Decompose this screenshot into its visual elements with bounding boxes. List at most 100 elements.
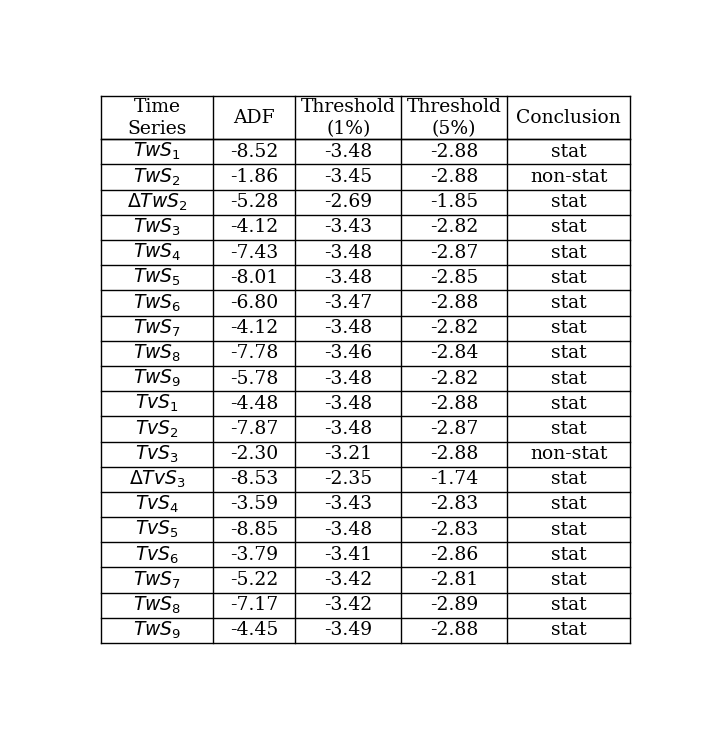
Text: -2.88: -2.88 xyxy=(430,621,478,640)
Text: stat: stat xyxy=(551,193,586,212)
Text: stat: stat xyxy=(551,520,586,539)
Text: $\mathit{TvS}_1$: $\mathit{TvS}_1$ xyxy=(136,393,179,414)
Text: $\mathit{TvS}_2$: $\mathit{TvS}_2$ xyxy=(136,418,179,439)
Text: -3.48: -3.48 xyxy=(324,520,373,539)
Text: $\mathit{TvS}_4$: $\mathit{TvS}_4$ xyxy=(135,494,179,515)
Text: -7.78: -7.78 xyxy=(230,344,278,362)
Text: -7.17: -7.17 xyxy=(230,597,278,614)
Text: -2.88: -2.88 xyxy=(430,143,478,161)
Text: -3.79: -3.79 xyxy=(230,546,278,564)
Text: stat: stat xyxy=(551,470,586,488)
Text: -2.86: -2.86 xyxy=(430,546,478,564)
Text: -8.01: -8.01 xyxy=(230,269,278,287)
Text: Threshold
(5%): Threshold (5%) xyxy=(407,97,501,138)
Text: -2.69: -2.69 xyxy=(324,193,373,212)
Text: -8.53: -8.53 xyxy=(230,470,278,488)
Text: -3.48: -3.48 xyxy=(324,269,373,287)
Text: -4.45: -4.45 xyxy=(230,621,278,640)
Text: -3.47: -3.47 xyxy=(324,294,373,312)
Text: stat: stat xyxy=(551,395,586,413)
Text: stat: stat xyxy=(551,269,586,287)
Text: stat: stat xyxy=(551,143,586,161)
Text: $\mathit{TwS}_5$: $\mathit{TwS}_5$ xyxy=(134,267,181,288)
Text: $\mathit{TwS}_3$: $\mathit{TwS}_3$ xyxy=(134,217,181,238)
Text: -3.48: -3.48 xyxy=(324,420,373,438)
Text: stat: stat xyxy=(551,344,586,362)
Text: -3.49: -3.49 xyxy=(324,621,373,640)
Text: stat: stat xyxy=(551,319,586,337)
Text: $\mathit{TvS}_5$: $\mathit{TvS}_5$ xyxy=(136,519,179,540)
Text: Time
Series: Time Series xyxy=(128,97,187,138)
Text: $\mathit{TvS}_6$: $\mathit{TvS}_6$ xyxy=(135,544,179,566)
Text: stat: stat xyxy=(551,621,586,640)
Text: -1.86: -1.86 xyxy=(230,168,278,186)
Text: -2.30: -2.30 xyxy=(230,445,278,463)
Text: -2.88: -2.88 xyxy=(430,445,478,463)
Text: -5.78: -5.78 xyxy=(230,370,278,387)
Text: -2.83: -2.83 xyxy=(430,520,478,539)
Text: -2.35: -2.35 xyxy=(324,470,373,488)
Text: Threshold
(1%): Threshold (1%) xyxy=(301,97,396,138)
Text: stat: stat xyxy=(551,420,586,438)
Text: -2.85: -2.85 xyxy=(430,269,478,287)
Text: $\mathit{TwS}_7$: $\mathit{TwS}_7$ xyxy=(134,318,181,339)
Text: stat: stat xyxy=(551,496,586,513)
Text: $\mathit{TwS}_7$: $\mathit{TwS}_7$ xyxy=(134,569,181,591)
Text: stat: stat xyxy=(551,597,586,614)
Text: non-stat: non-stat xyxy=(530,445,608,463)
Text: -1.74: -1.74 xyxy=(430,470,478,488)
Text: stat: stat xyxy=(551,218,586,236)
Text: $\Delta\mathit{TwS}_2$: $\Delta\mathit{TwS}_2$ xyxy=(127,192,188,213)
Text: -3.41: -3.41 xyxy=(324,546,373,564)
Text: -3.45: -3.45 xyxy=(324,168,373,186)
Text: -2.82: -2.82 xyxy=(430,319,478,337)
Text: stat: stat xyxy=(551,571,586,589)
Text: -3.48: -3.48 xyxy=(324,370,373,387)
Text: -5.28: -5.28 xyxy=(230,193,278,212)
Text: -3.43: -3.43 xyxy=(324,218,373,236)
Text: -7.43: -7.43 xyxy=(230,244,278,261)
Text: $\mathit{TwS}_8$: $\mathit{TwS}_8$ xyxy=(134,594,181,616)
Text: -3.48: -3.48 xyxy=(324,143,373,161)
Text: ADF: ADF xyxy=(233,109,275,127)
Text: $\mathit{TwS}_6$: $\mathit{TwS}_6$ xyxy=(134,292,181,313)
Text: non-stat: non-stat xyxy=(530,168,608,186)
Text: -3.48: -3.48 xyxy=(324,244,373,261)
Text: stat: stat xyxy=(551,244,586,261)
Text: -2.84: -2.84 xyxy=(430,344,478,362)
Text: -6.80: -6.80 xyxy=(230,294,278,312)
Text: -8.52: -8.52 xyxy=(230,143,278,161)
Text: -3.48: -3.48 xyxy=(324,319,373,337)
Text: stat: stat xyxy=(551,294,586,312)
Text: $\Delta\mathit{TvS}_3$: $\Delta\mathit{TvS}_3$ xyxy=(129,468,186,490)
Text: -2.83: -2.83 xyxy=(430,496,478,513)
Text: -2.87: -2.87 xyxy=(430,420,478,438)
Text: -4.48: -4.48 xyxy=(230,395,278,413)
Text: $\mathit{TvS}_3$: $\mathit{TvS}_3$ xyxy=(136,444,179,465)
Text: -3.42: -3.42 xyxy=(324,597,373,614)
Text: -3.43: -3.43 xyxy=(324,496,373,513)
Text: $\mathit{TwS}_4$: $\mathit{TwS}_4$ xyxy=(133,242,181,264)
Text: -3.42: -3.42 xyxy=(324,571,373,589)
Text: -3.21: -3.21 xyxy=(324,445,373,463)
Text: -2.81: -2.81 xyxy=(430,571,478,589)
Text: -1.85: -1.85 xyxy=(430,193,478,212)
Text: -2.82: -2.82 xyxy=(430,370,478,387)
Text: -2.88: -2.88 xyxy=(430,294,478,312)
Text: $\mathit{TwS}_9$: $\mathit{TwS}_9$ xyxy=(134,620,181,641)
Text: -4.12: -4.12 xyxy=(230,218,278,236)
Text: stat: stat xyxy=(551,370,586,387)
Text: $\mathit{TwS}_2$: $\mathit{TwS}_2$ xyxy=(134,166,181,187)
Text: -4.12: -4.12 xyxy=(230,319,278,337)
Text: -3.46: -3.46 xyxy=(324,344,373,362)
Text: -5.22: -5.22 xyxy=(230,571,278,589)
Text: -7.87: -7.87 xyxy=(230,420,278,438)
Text: $\mathit{TwS}_1$: $\mathit{TwS}_1$ xyxy=(134,141,181,163)
Text: $\mathit{TwS}_9$: $\mathit{TwS}_9$ xyxy=(134,368,181,389)
Text: -2.88: -2.88 xyxy=(430,395,478,413)
Text: -2.82: -2.82 xyxy=(430,218,478,236)
Text: stat: stat xyxy=(551,546,586,564)
Text: -2.89: -2.89 xyxy=(430,597,478,614)
Text: -3.59: -3.59 xyxy=(230,496,278,513)
Text: Conclusion: Conclusion xyxy=(516,109,621,127)
